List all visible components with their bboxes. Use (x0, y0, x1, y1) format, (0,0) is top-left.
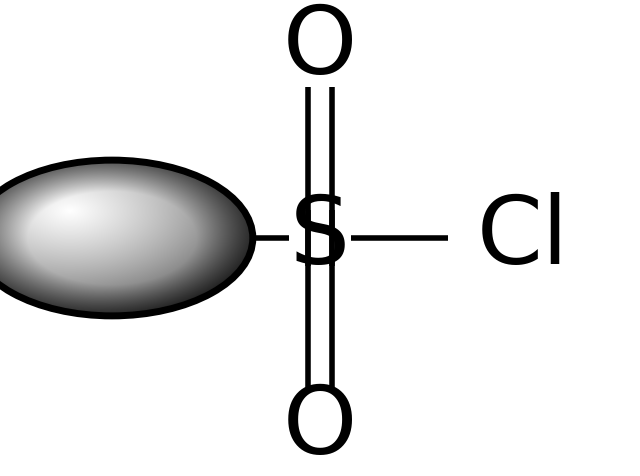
Text: O: O (283, 382, 357, 475)
Text: S: S (290, 192, 350, 284)
Text: O: O (283, 1, 357, 94)
Text: Cl: Cl (477, 192, 569, 284)
